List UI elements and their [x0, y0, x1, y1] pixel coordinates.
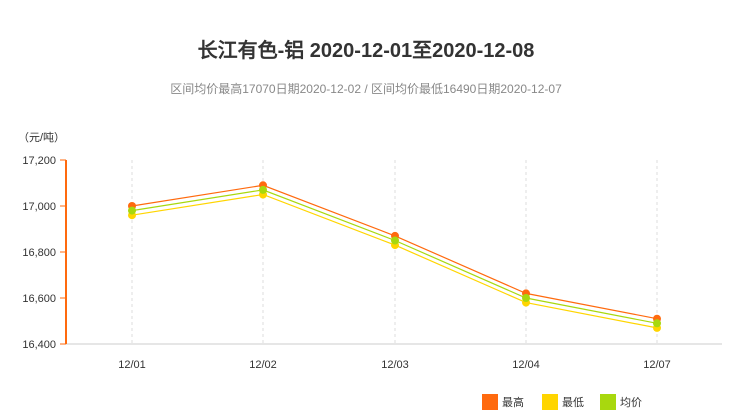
- y-tick-label: 17,000: [22, 201, 56, 213]
- y-tick-label: 17,200: [22, 155, 56, 167]
- y-axis-unit-label: （元/吨）: [18, 131, 65, 144]
- legend-label: 均价: [620, 396, 642, 409]
- data-point: [653, 319, 661, 328]
- x-tick-label: 12/01: [118, 359, 146, 371]
- legend-swatch: [482, 394, 498, 410]
- legend-label: 最低: [562, 396, 584, 409]
- data-point: [522, 294, 530, 302]
- data-point: [259, 185, 267, 194]
- y-tick-label: 16,800: [22, 247, 56, 259]
- y-tick-label: 16,400: [22, 339, 56, 351]
- data-point: [128, 206, 136, 215]
- x-tick-label: 12/04: [512, 359, 540, 371]
- chart-title: 长江有色-铝 2020-12-01至2020-12-08: [197, 40, 535, 62]
- x-tick-label: 12/07: [643, 359, 671, 371]
- legend-swatch: [542, 394, 558, 410]
- y-tick-label: 16,600: [22, 293, 56, 305]
- x-tick-label: 12/02: [249, 359, 277, 371]
- data-point: [391, 236, 399, 245]
- legend-swatch: [600, 394, 616, 410]
- chart-subtitle: 区间均价最高17070日期2020-12-02 / 区间均价最低16490日期2…: [170, 82, 562, 96]
- x-tick-label: 12/03: [381, 359, 409, 371]
- legend-label: 最高: [502, 395, 524, 409]
